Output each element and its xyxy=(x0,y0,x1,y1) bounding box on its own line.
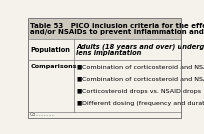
Bar xyxy=(28,18,181,39)
Text: Adults (18 years and over) undergoing phacoemulsifi…: Adults (18 years and over) undergoing ph… xyxy=(76,43,204,50)
Text: Comparisons: Comparisons xyxy=(30,64,77,69)
Text: ■: ■ xyxy=(77,65,82,70)
Text: ■: ■ xyxy=(77,89,82,94)
Text: ■: ■ xyxy=(77,77,82,82)
Text: Combination of corticosteroid and NSAID drops …: Combination of corticosteroid and NSAID … xyxy=(82,77,204,82)
Text: Co…………: Co………… xyxy=(30,112,56,117)
Text: and/or NSAIDs to prevent inflammation and cystoid macular…: and/or NSAIDs to prevent inflammation an… xyxy=(30,29,204,35)
Bar xyxy=(28,39,181,118)
Text: Different dosing (frequency and duration) of pos…: Different dosing (frequency and duration… xyxy=(82,101,204,106)
Text: lens implantation: lens implantation xyxy=(76,50,142,56)
Text: Corticosteroid drops vs. NSAID drops: Corticosteroid drops vs. NSAID drops xyxy=(82,89,201,94)
Text: ■: ■ xyxy=(77,101,82,106)
Text: Combination of corticosteroid and NSAID drops …: Combination of corticosteroid and NSAID … xyxy=(82,65,204,70)
Text: Population: Population xyxy=(30,47,70,53)
Text: Table 53   PICO inclusion criteria for the effectiveness of pr…: Table 53 PICO inclusion criteria for the… xyxy=(30,23,204,29)
